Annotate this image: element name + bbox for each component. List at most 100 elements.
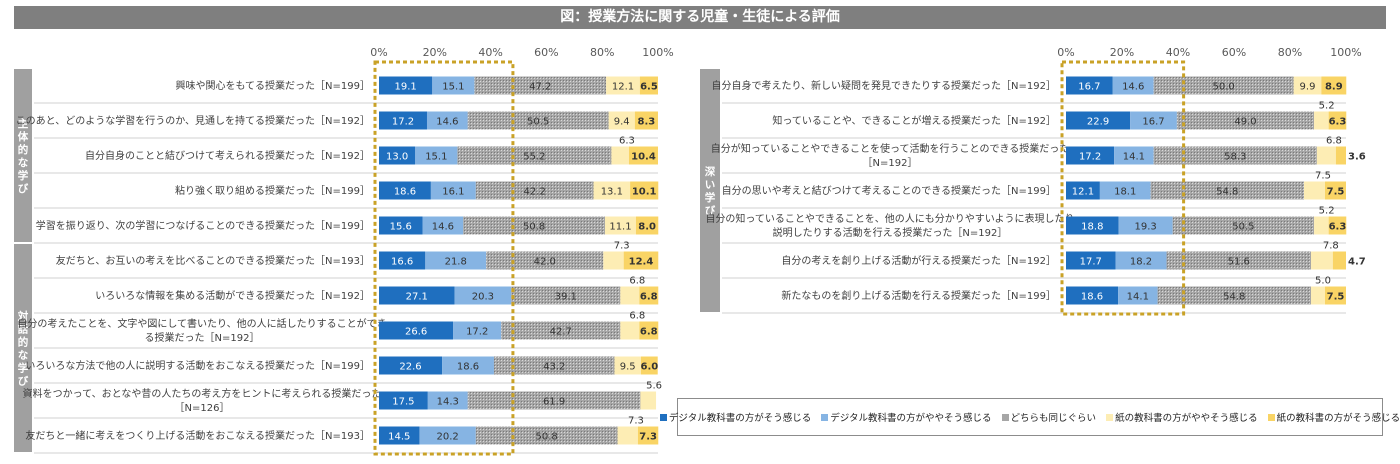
left-bar-paper-strong <box>634 111 658 130</box>
left-bar-paper-some <box>593 181 631 200</box>
left-bar-digital-some <box>422 216 464 235</box>
right-bar-same <box>1153 146 1317 165</box>
right-bar-paper-strong <box>1335 146 1346 165</box>
left-data-label: 9.5 <box>620 362 636 373</box>
left-row-label: いろいろな情報を集める活動ができる授業だった［N=192］ <box>95 289 370 302</box>
left-bar-same <box>475 426 618 445</box>
left-group-label-char: 的 <box>18 143 29 156</box>
left-data-label: 12.4 <box>629 257 654 268</box>
right-data-label: 9.9 <box>1300 82 1316 93</box>
right-bar-digital-strong <box>1066 251 1116 270</box>
left-row-label: 友だちと、お互いの考えを比べることのできる授業だった［N=193］ <box>56 254 370 267</box>
left-data-label: 17.2 <box>466 327 488 338</box>
left-group-label-char: 主 <box>18 117 29 130</box>
left-x-tick-label: 100% <box>642 46 673 59</box>
right-data-label: 16.7 <box>1078 82 1100 93</box>
left-highlight-box <box>373 60 515 456</box>
left-data-label: 42.7 <box>550 327 572 338</box>
right-bar-paper-some <box>1304 181 1325 200</box>
right-row-label: 自分自身で考えたり、新しい疑問を発見できたりする授業だった［N=192］ <box>711 79 1056 92</box>
legend-label-same: どちらも同じぐらい <box>1010 413 1097 424</box>
left-data-label: 11.1 <box>609 222 631 233</box>
left-data-label: 15.1 <box>442 82 464 93</box>
left-bar-digital-strong <box>379 216 423 235</box>
right-data-label: 6.8 <box>1326 136 1342 147</box>
left-data-label: 15.6 <box>390 222 412 233</box>
left-group-label-char: 話 <box>18 322 29 335</box>
left-data-label: 26.6 <box>405 327 427 338</box>
right-data-label: 18.2 <box>1130 257 1152 268</box>
left-bar-paper-some <box>606 76 640 95</box>
left-bar-digital-strong <box>379 426 420 445</box>
left-group-label-char: 対 <box>17 309 29 322</box>
left-row-label: る授業だった［N=192］ <box>145 331 260 344</box>
left-data-label: 6.3 <box>619 136 635 147</box>
left-data-label: 13.0 <box>386 152 408 163</box>
left-row-label: 自分自身のことと結びつけて考えられる授業だった［N=192］ <box>85 149 370 162</box>
legend-swatch-paper-strong <box>1267 413 1275 421</box>
legend-item-paper-some: 紙の教科書の方がややそう感じる <box>1106 410 1258 424</box>
right-bar-digital-strong <box>1066 216 1119 235</box>
left-data-label: 10.4 <box>631 152 656 163</box>
right-bar-digital-strong <box>1066 76 1113 95</box>
right-data-label: 12.1 <box>1072 187 1094 198</box>
right-data-label: 7.5 <box>1315 171 1331 182</box>
left-bar-paper-strong <box>639 321 659 340</box>
left-bar-digital-strong <box>379 391 428 410</box>
left-row-label: このあと、どのような学習を行うのか、見通しを持てる授業だった［N=192］ <box>16 114 370 127</box>
right-bar-paper-strong <box>1332 251 1346 270</box>
left-data-label: 27.1 <box>406 292 428 303</box>
right-bar-paper-some <box>1314 111 1329 130</box>
left-data-label: 19.1 <box>395 82 417 93</box>
right-data-label: 17.7 <box>1080 257 1102 268</box>
left-bar-digital-some <box>426 111 468 130</box>
right-bar-paper-strong <box>1328 111 1347 130</box>
left-bar-paper-some <box>620 286 640 305</box>
left-bar-digital-strong <box>379 146 416 165</box>
left-data-label: 47.2 <box>529 82 551 93</box>
left-bar-digital-some <box>432 76 475 95</box>
left-bar-paper-strong <box>635 216 659 235</box>
left-bar-digital-some <box>427 391 468 410</box>
right-x-tick-label: 100% <box>1330 46 1361 59</box>
left-data-label: 6.8 <box>629 311 645 322</box>
left-bar-digital-strong <box>379 111 427 130</box>
right-bar-digital-some <box>1099 181 1151 200</box>
left-bar-paper-some <box>614 356 641 375</box>
left-group-label-char: 的 <box>18 335 29 348</box>
right-data-label: 49.0 <box>1234 117 1256 128</box>
right-data-label: 18.8 <box>1081 222 1103 233</box>
left-data-label: 6.5 <box>640 82 658 93</box>
right-bar-same <box>1157 286 1311 305</box>
right-row-label: 説明したりする活動を行える授業だった［N=192］ <box>773 226 1008 239</box>
right-x-tick-label: 0% <box>1057 46 1074 59</box>
right-row-label: 自分の考えを創り上げる活動が行える授業だった［N=192］ <box>781 254 1056 267</box>
left-x-tick-label: 0% <box>370 46 387 59</box>
left-bar-paper-strong <box>639 286 659 305</box>
right-group-label-char: び <box>705 204 716 217</box>
legend-swatch-digital-some <box>821 413 829 421</box>
right-group-label-char: 学 <box>705 191 716 204</box>
left-row-label: 自分の考えたことを、文字や図にして書いたり、他の人に話したりすることができ <box>17 317 386 330</box>
left-data-label: 10.1 <box>632 187 657 198</box>
right-bar-same <box>1176 111 1315 130</box>
left-data-label: 6.8 <box>629 276 645 287</box>
left-data-label: 12.1 <box>612 82 634 93</box>
left-bar-paper-some <box>603 251 624 270</box>
left-bar-paper-strong <box>630 181 659 200</box>
legend-swatch-same <box>1001 413 1009 421</box>
left-data-label: 8.0 <box>638 222 656 233</box>
left-bar-digital-strong <box>379 76 433 95</box>
left-data-label: 50.8 <box>523 222 545 233</box>
right-bar-digital-strong <box>1066 111 1131 130</box>
left-bar-paper-strong <box>623 251 659 270</box>
right-data-label: 50.5 <box>1232 222 1254 233</box>
left-bar-digital-some <box>453 321 502 340</box>
left-bar-paper-strong <box>640 356 658 375</box>
left-bar-same <box>467 111 609 130</box>
left-bar-same <box>457 146 612 165</box>
right-bar-digital-strong <box>1066 181 1100 200</box>
right-bar-paper-strong <box>1321 76 1347 95</box>
left-row-label: 資料をつかって、おとなや昔の人たちの考え方をヒントに考えられる授業だった <box>23 387 382 400</box>
